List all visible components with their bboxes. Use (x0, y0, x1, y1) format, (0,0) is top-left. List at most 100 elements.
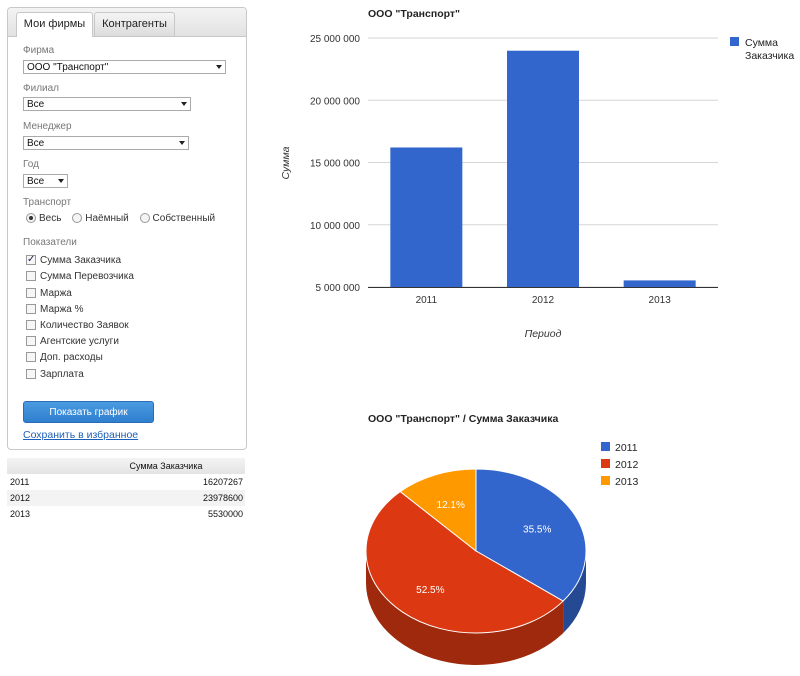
pie-slice-label: 12.1% (437, 500, 465, 511)
radio-all[interactable] (26, 213, 36, 223)
pie-slice (399, 468, 477, 553)
table-cell-value: 5530000 (207, 509, 243, 519)
indicator-label: Агентские услуги (40, 336, 119, 347)
pie-slice-side (366, 551, 564, 665)
indicator-row: Маржа % (26, 303, 84, 316)
pie-slice (365, 490, 564, 634)
legend-swatch (730, 37, 739, 46)
transport-radio-group: Весь Наёмный Собственный (26, 213, 223, 224)
indicator-label: Доп. расходы (40, 352, 103, 363)
radio-all-label: Весь (39, 213, 62, 224)
chevron-down-icon (179, 141, 185, 145)
table-cell-value: 16207267 (202, 477, 243, 487)
show-chart-button[interactable]: Показать график (23, 401, 154, 423)
bar (507, 50, 579, 287)
manager-label: Менеджер (23, 121, 72, 132)
indicators-label: Показатели (23, 237, 77, 248)
x-axis-title: Период (525, 328, 562, 340)
table-cell-year: 2013 (10, 509, 31, 519)
manager-select-value: Все (27, 138, 45, 149)
branch-select-value: Все (27, 99, 45, 110)
bar-chart-title: ООО "Транспорт" (368, 8, 460, 20)
y-axis-title: Сумма (280, 146, 292, 179)
chevron-down-icon (181, 102, 187, 106)
legend-label: 2013 (615, 476, 639, 488)
y-tick-label: 25 000 000 (310, 34, 360, 45)
indicator-row: Маржа (26, 287, 72, 300)
tab-my-firms[interactable]: Мои фирмы (16, 12, 93, 37)
y-tick-label: 15 000 000 (310, 159, 360, 170)
legend-label: Сумма (745, 37, 778, 49)
table-cell-year: 2012 (10, 493, 31, 503)
pie-chart-title: ООО "Транспорт" / Сумма Заказчика (368, 413, 559, 425)
indicator-checkbox[interactable] (26, 288, 36, 298)
indicator-label: Зарплата (40, 369, 84, 380)
indicator-label: Сумма Заказчика (40, 255, 122, 266)
chevron-down-icon (216, 65, 222, 69)
radio-own-label: Собственный (152, 213, 216, 224)
indicator-checkbox[interactable] (26, 369, 36, 379)
branch-select[interactable]: Все (23, 97, 191, 111)
transport-label: Транспорт (23, 197, 72, 208)
pie-slice (475, 468, 587, 602)
legend-label: 2012 (615, 459, 639, 471)
legend-swatch (601, 476, 610, 485)
pie-slice-side (563, 551, 586, 634)
radio-own[interactable] (139, 213, 150, 223)
filter-panel: Мои фирмы Контрагенты Фирма ООО "Транспо… (7, 7, 247, 450)
indicator-checkbox[interactable] (26, 352, 36, 362)
indicator-checkbox[interactable] (26, 320, 36, 330)
indicator-label: Маржа (40, 288, 72, 299)
y-tick-label: 10 000 000 (310, 221, 360, 232)
legend-label: Заказчика (745, 50, 794, 62)
y-tick-label: 20 000 000 (310, 96, 360, 107)
legend-swatch (601, 442, 610, 451)
chevron-down-icon (58, 179, 64, 183)
indicator-checkbox[interactable] (26, 336, 36, 346)
table-row: 2012 23978600 (7, 490, 245, 506)
table-row: 2013 5530000 (7, 506, 245, 522)
indicator-checkbox[interactable] (26, 253, 36, 266)
y-tick-label: 5 000 000 (316, 283, 361, 294)
indicator-label: Сумма Перевозчика (40, 271, 134, 282)
radio-hired[interactable] (72, 213, 83, 223)
indicator-label: Маржа % (40, 304, 84, 315)
x-tick-label: 2013 (649, 295, 672, 306)
tab-counterparties[interactable]: Контрагенты (94, 12, 175, 36)
year-select-value: Все (27, 176, 45, 187)
indicator-row: Сумма Перевозчика (26, 270, 134, 283)
firm-select[interactable]: ООО "Транспорт" (23, 60, 226, 74)
bar-chart: 5 000 000 10 000 000 15 000 000 20 000 000 2… (280, 34, 794, 340)
manager-select[interactable]: Все (23, 136, 189, 150)
data-table: Сумма Заказчика 2011 16207267 2012 2397860… (7, 458, 245, 522)
branch-label: Филиал (23, 83, 60, 94)
save-favorite-link[interactable]: Сохранить в избранное (23, 429, 139, 441)
indicator-row: Количество Заявок (26, 319, 129, 332)
year-label: Год (23, 159, 39, 170)
legend-label: 2011 (615, 442, 638, 454)
indicator-checkbox[interactable] (26, 271, 36, 281)
x-tick-label: 2011 (416, 295, 438, 306)
firm-label: Фирма (23, 45, 55, 56)
table-cell-year: 2011 (10, 477, 30, 487)
pie-slice-label: 35.5% (523, 525, 551, 536)
indicator-label: Количество Заявок (40, 320, 129, 331)
x-tick-label: 2012 (532, 295, 555, 306)
indicator-row: Зарплата (26, 368, 84, 381)
bar (390, 147, 463, 287)
pie-slice-label: 52.5% (416, 585, 444, 596)
bar (623, 280, 696, 287)
tab-bar: Мои фирмы Контрагенты (8, 8, 246, 37)
year-select[interactable]: Все (23, 174, 68, 188)
table-header: Сумма Заказчика (7, 458, 245, 474)
radio-hired-label: Наёмный (85, 213, 129, 224)
legend-swatch (601, 459, 610, 468)
firm-select-value: ООО "Транспорт" (27, 62, 109, 73)
indicator-row: Агентские услуги (26, 335, 119, 348)
indicator-row: Доп. расходы (26, 351, 103, 364)
table-row: 2011 16207267 (7, 474, 245, 490)
table-cell-value: 23978600 (202, 493, 243, 503)
indicator-checkbox[interactable] (26, 304, 36, 314)
indicator-row: Сумма Заказчика (26, 253, 122, 267)
